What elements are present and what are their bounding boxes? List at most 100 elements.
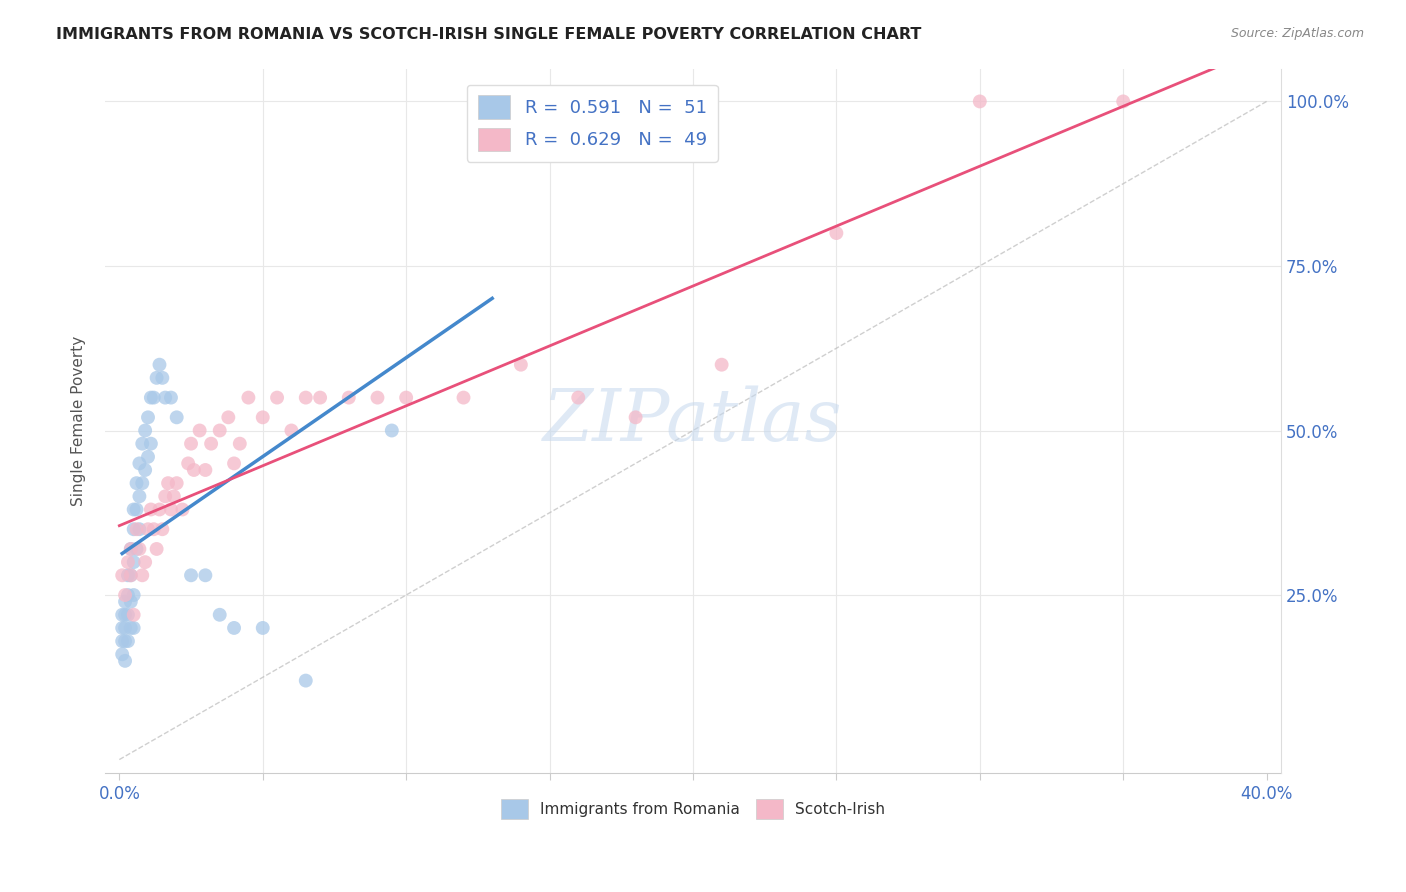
Point [177, 457, 200, 471]
Point [117, 588, 139, 602]
Point [131, 436, 153, 450]
Point [194, 463, 217, 477]
Point [120, 568, 142, 582]
Point [453, 391, 475, 405]
Point [160, 502, 183, 516]
Point [139, 436, 162, 450]
Point [122, 555, 145, 569]
Point [160, 391, 183, 405]
Point [128, 522, 150, 536]
Point [252, 410, 274, 425]
Point [134, 424, 156, 438]
Point [624, 410, 647, 425]
Point [222, 457, 245, 471]
Point [150, 371, 173, 385]
Point [157, 476, 180, 491]
Point [111, 607, 134, 622]
Point [280, 424, 302, 438]
Point [145, 541, 167, 556]
Point [114, 621, 136, 635]
Point [238, 391, 260, 405]
Point [148, 358, 170, 372]
Point [125, 541, 148, 556]
Point [208, 607, 231, 622]
Point [150, 522, 173, 536]
Point [114, 607, 136, 622]
Point [395, 391, 418, 405]
Point [128, 457, 150, 471]
Point [710, 358, 733, 372]
Point [145, 371, 167, 385]
Point [200, 436, 222, 450]
Point [509, 358, 531, 372]
Point [1112, 95, 1135, 109]
Point [125, 476, 148, 491]
Point [366, 391, 388, 405]
Point [188, 424, 211, 438]
Point [134, 463, 156, 477]
Point [148, 502, 170, 516]
Point [180, 436, 202, 450]
Point [136, 410, 159, 425]
Point [122, 502, 145, 516]
Y-axis label: Single Female Poverty: Single Female Poverty [72, 335, 86, 506]
Point [294, 673, 316, 688]
Point [172, 502, 194, 516]
Text: Source: ZipAtlas.com: Source: ZipAtlas.com [1230, 27, 1364, 40]
Point [381, 424, 404, 438]
Point [125, 502, 148, 516]
Point [142, 522, 165, 536]
Point [111, 647, 134, 661]
Point [567, 391, 589, 405]
Point [114, 654, 136, 668]
Point [114, 588, 136, 602]
Point [136, 522, 159, 536]
Point [481, 95, 503, 109]
Point [155, 489, 177, 503]
Legend: Immigrants from Romania, Scotch-Irish: Immigrants from Romania, Scotch-Irish [495, 793, 891, 825]
Point [117, 634, 139, 648]
Point [163, 489, 186, 503]
Point [120, 568, 142, 582]
Point [120, 541, 142, 556]
Point [229, 436, 252, 450]
Point [117, 607, 139, 622]
Point [166, 410, 188, 425]
Point [122, 588, 145, 602]
Point [139, 502, 162, 516]
Point [122, 607, 145, 622]
Point [111, 621, 134, 635]
Point [183, 463, 205, 477]
Point [117, 568, 139, 582]
Point [825, 226, 848, 240]
Point [222, 621, 245, 635]
Point [166, 476, 188, 491]
Point [120, 621, 142, 635]
Point [309, 391, 332, 405]
Point [111, 634, 134, 648]
Point [136, 450, 159, 464]
Point [217, 410, 239, 425]
Point [337, 391, 360, 405]
Point [122, 621, 145, 635]
Point [208, 424, 231, 438]
Point [266, 391, 288, 405]
Text: IMMIGRANTS FROM ROMANIA VS SCOTCH-IRISH SINGLE FEMALE POVERTY CORRELATION CHART: IMMIGRANTS FROM ROMANIA VS SCOTCH-IRISH … [56, 27, 921, 42]
Point [128, 541, 150, 556]
Point [131, 476, 153, 491]
Point [155, 391, 177, 405]
Point [252, 621, 274, 635]
Point [294, 391, 316, 405]
Point [114, 634, 136, 648]
Point [180, 568, 202, 582]
Point [122, 522, 145, 536]
Point [120, 541, 142, 556]
Point [125, 522, 148, 536]
Point [194, 568, 217, 582]
Point [111, 568, 134, 582]
Point [134, 555, 156, 569]
Point [114, 594, 136, 608]
Point [139, 391, 162, 405]
Point [117, 555, 139, 569]
Point [142, 391, 165, 405]
